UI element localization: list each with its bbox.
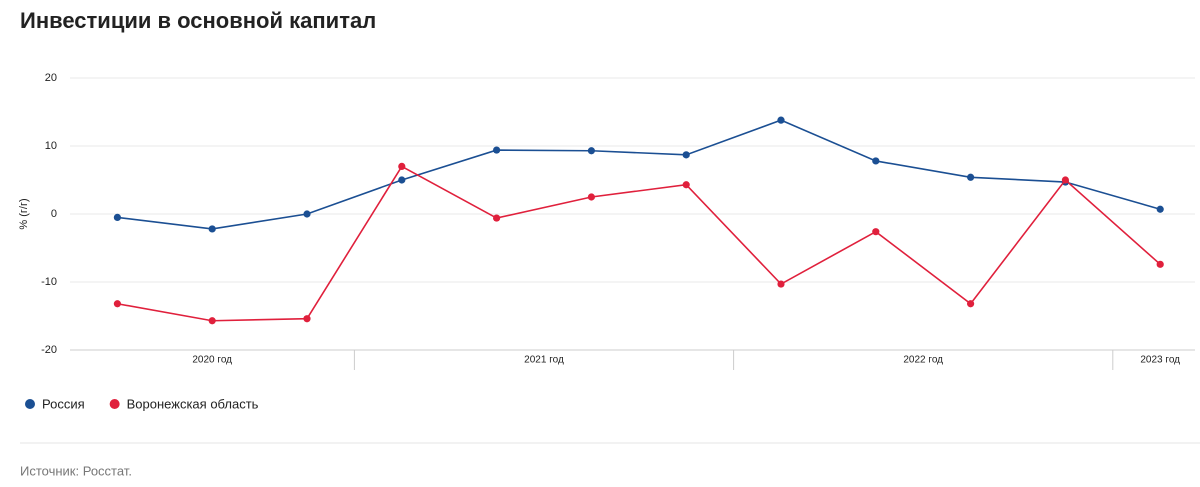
data-point (398, 162, 406, 170)
data-point (493, 146, 501, 154)
series-line (117, 165, 1161, 322)
legend-label: Воронежская область (127, 396, 259, 411)
y-tick-label: 10 (45, 140, 57, 152)
data-point (1156, 205, 1164, 213)
data-point (777, 116, 785, 124)
data-point (493, 214, 501, 222)
data-point (872, 157, 880, 165)
x-tick-label: 2022 год (903, 355, 943, 366)
source: Источник: Росстат. (20, 463, 132, 478)
legend-marker (25, 399, 35, 409)
data-point (967, 173, 975, 181)
data-point (208, 317, 216, 325)
y-tick-label: 20 (45, 72, 57, 84)
data-point (682, 181, 690, 189)
data-point (872, 228, 880, 236)
y-axis-label: % (г/г) (18, 198, 30, 229)
data-point (1061, 176, 1069, 184)
data-point (587, 193, 596, 201)
x-tick-label: 2020 год (192, 355, 232, 366)
data-point (113, 300, 121, 308)
legend-marker (109, 399, 120, 409)
y-tick-label: 0 (51, 208, 57, 220)
data-point (967, 300, 975, 308)
x-tick-label: 2021 год (524, 355, 564, 366)
data-point (1156, 260, 1164, 268)
data-point (303, 315, 311, 323)
data-point (587, 147, 596, 155)
legend-label: Россия (42, 396, 85, 411)
series-line (117, 119, 1161, 230)
data-point (113, 213, 121, 221)
data-point (682, 151, 690, 159)
data-point (208, 225, 216, 233)
x-tick-label: 2023 год (1140, 355, 1180, 366)
data-point (777, 280, 785, 288)
y-tick-label: -10 (41, 276, 57, 288)
chart-title: Инвестиции в основной капитал (20, 8, 376, 33)
data-point (398, 176, 406, 184)
data-point (303, 210, 311, 218)
y-tick-label: -20 (41, 344, 57, 356)
